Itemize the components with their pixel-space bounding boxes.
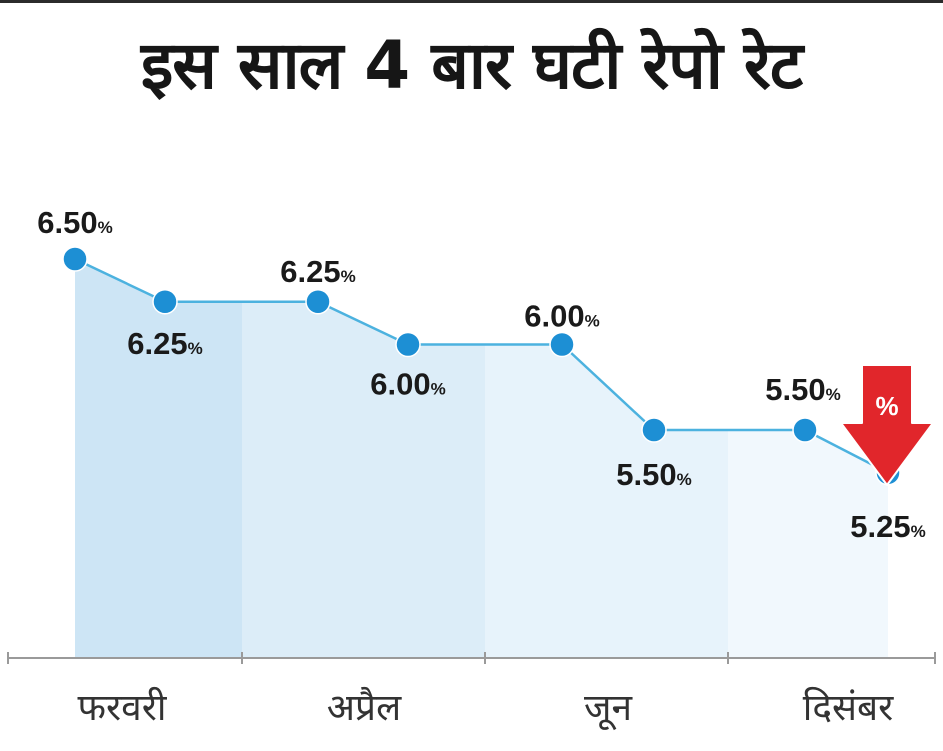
data-label-5: 6.00% [524, 299, 599, 334]
category-label-1: फरवरी [78, 686, 168, 729]
data-label-4: 6.00% [370, 367, 445, 402]
data-label-unit-4: % [431, 380, 446, 399]
chart-title: इस साल 4 बार घटी रेपो रेट [140, 27, 803, 104]
data-label-unit-5: % [585, 312, 600, 331]
data-point-1 [62, 246, 88, 272]
category-label-3: जून [584, 686, 633, 731]
arrow-shape [840, 364, 934, 486]
data-point-2 [152, 289, 178, 315]
data-label-unit-3: % [341, 267, 356, 286]
data-point-4 [395, 331, 421, 358]
data-label-unit-2: % [188, 339, 203, 358]
area-mask [75, 150, 888, 473]
series-line [74, 257, 889, 474]
data-label-1: 6.50% [37, 205, 112, 240]
data-point-7 [792, 417, 818, 443]
data-point-3 [305, 289, 331, 315]
data-label-2: 6.25% [127, 326, 202, 361]
data-label-unit-7: % [826, 385, 841, 404]
category-label-2: अप्रैल [327, 686, 402, 729]
data-label-unit-6: % [677, 470, 692, 489]
data-point-6 [641, 417, 667, 443]
data-point-5 [549, 331, 575, 358]
category-label-4: दिसंबर [803, 686, 894, 729]
data-label-6: 5.50% [616, 457, 691, 492]
data-label-unit-8: % [911, 522, 926, 541]
data-label-7: 5.50% [765, 372, 840, 407]
rate-cut-arrow-icon: % [840, 364, 934, 486]
area-left-mask [0, 150, 75, 658]
data-label-8: 5.25% [850, 509, 925, 544]
data-label-3: 6.25% [280, 254, 355, 289]
arrow-label: % [875, 391, 898, 421]
data-label-unit-1: % [98, 218, 113, 237]
